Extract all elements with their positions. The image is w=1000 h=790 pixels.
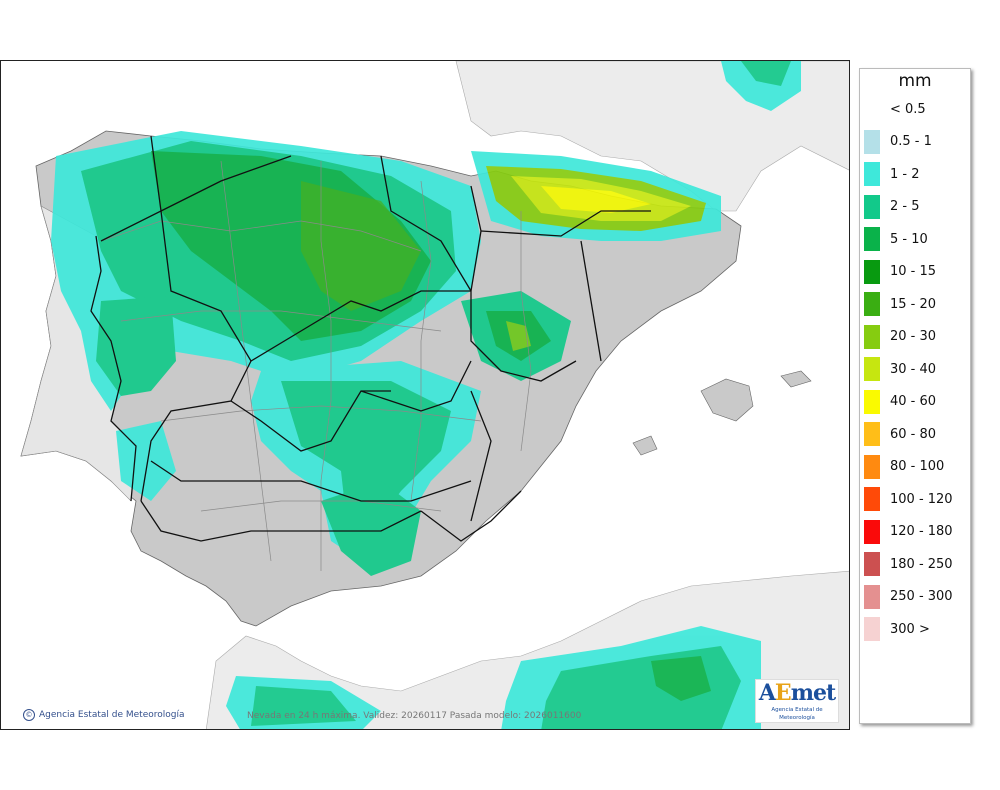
legend-label: 15 - 20 [890,296,937,312]
legend-swatch [864,357,880,381]
legend-label: 5 - 10 [890,231,928,247]
legend-swatch [864,292,880,316]
legend-label: 120 - 180 [890,524,953,539]
legend-label: 180 - 250 [890,556,953,572]
legend-item: 250 - 300 [864,584,953,609]
legend-swatch [864,487,880,511]
legend-label: 20 - 30 [890,329,937,344]
legend-item: 180 - 250 [864,552,953,576]
legend-swatch [864,162,880,186]
ibiza [632,435,658,456]
legend-swatch [864,584,880,609]
aemet-logo: AEmet Agencia Estatal de Meteorología [755,679,839,723]
legend-item: 15 - 20 [864,292,936,316]
legend-label: 250 - 300 [890,589,953,604]
province-borders [100,160,532,571]
legend-item: < 0.5 [864,97,926,121]
legend-swatch [864,519,880,544]
legend-item: 5 - 10 [864,227,928,251]
legend-swatch [864,259,880,284]
legend-label: < 0.5 [890,101,926,117]
legend-swatch [864,227,880,251]
legend-label: 80 - 100 [890,459,945,474]
legend-item: 10 - 15 [864,259,937,284]
precip-layer [51,61,801,729]
legend-label: 0.5 - 1 [890,134,932,149]
legend-label: 300 > [890,621,930,637]
legend-swatch [864,389,880,414]
legend-label: 30 - 40 [890,361,937,377]
legend-item: 0.5 - 1 [864,129,932,154]
legend-swatch [864,194,880,219]
validity-text: Nevada en 24 h máxima. Validez: 20260117… [247,711,582,721]
legend-swatch [864,129,880,154]
legend-item: 100 - 120 [864,487,953,511]
legend: mm < 0.5 0.5 - 1 1 - 2 2 - 5 5 - 10 10 - 15 15… [859,68,971,724]
legend-label: 100 - 120 [890,491,953,507]
legend-label: 2 - 5 [890,199,920,214]
legend-swatch [864,97,880,121]
legend-label: 10 - 15 [890,264,937,279]
copyright-icon: © [23,709,35,721]
legend-item: 60 - 80 [864,422,936,446]
legend-item: 120 - 180 [864,519,953,544]
map-svg [1,61,849,729]
legend-unit: mm [898,71,932,91]
legend-item: 40 - 60 [864,389,937,414]
legend-label: 60 - 80 [890,426,937,442]
legend-item: 300 > [864,617,930,641]
menorca [780,370,812,388]
legend-swatch [864,422,880,446]
legend-item: 2 - 5 [864,194,920,219]
legend-swatch [864,617,880,641]
legend-item: 20 - 30 [864,324,937,349]
map-area[interactable]: © Agencia Estatal de Meteorología Nevada… [0,60,850,730]
region-borders [90,135,651,542]
legend-item: 1 - 2 [864,162,920,186]
credit-text: Agencia Estatal de Meteorología [39,710,185,720]
aemet-logo-mark: AEmet [758,680,836,706]
legend-item: 80 - 100 [864,454,945,479]
legend-swatch [864,324,880,349]
aemet-logo-subtitle: Agencia Estatal de Meteorología [771,707,823,721]
footer-credit: © Agencia Estatal de Meteorología [23,709,185,721]
legend-label: 1 - 2 [890,166,920,182]
mallorca [700,378,754,422]
legend-swatch [864,552,880,576]
legend-swatch [864,454,880,479]
legend-label: 40 - 60 [890,394,937,409]
legend-item: 30 - 40 [864,357,936,381]
